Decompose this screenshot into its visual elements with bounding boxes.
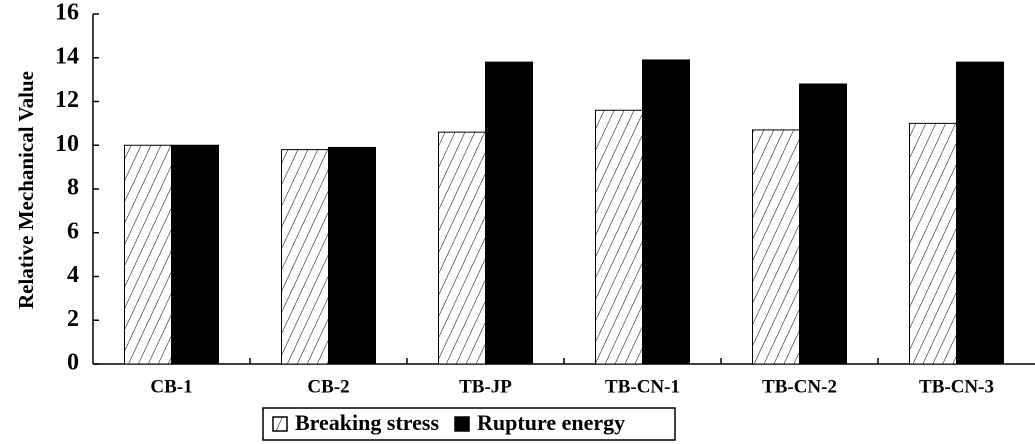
bar	[909, 122, 957, 365]
y-tick-label: 14	[55, 43, 79, 69]
x-tick-label: TB-CN-1	[605, 376, 680, 397]
y-tick-label: 10	[55, 131, 79, 157]
bar	[124, 144, 172, 365]
y-tick-label: 8	[67, 175, 79, 201]
bar	[328, 146, 376, 365]
y-tick-label: 12	[55, 87, 79, 113]
legend-swatch	[272, 416, 288, 432]
bar	[799, 83, 847, 365]
y-axis-label: Relative Mechanical Value	[14, 71, 38, 309]
legend-swatch	[454, 416, 470, 432]
bar	[642, 59, 690, 365]
bar	[438, 131, 486, 365]
x-tick-label: CB-2	[307, 376, 349, 397]
y-tick-label: 16	[55, 0, 79, 26]
y-tick-label: 6	[67, 218, 79, 244]
x-tick-label: TB-CN-2	[762, 376, 837, 397]
bar	[485, 61, 533, 365]
bar	[171, 144, 219, 365]
legend-label: Breaking stress	[295, 410, 439, 435]
bar	[752, 129, 800, 365]
y-tick-label: 0	[67, 350, 79, 376]
x-tick-label: CB-1	[150, 376, 192, 397]
legend-label: Rupture energy	[477, 410, 625, 435]
bar	[281, 149, 329, 365]
y-tick-label: 4	[67, 262, 79, 288]
x-tick-label: TB-CN-3	[919, 376, 994, 397]
y-tick-label: 2	[67, 306, 79, 332]
x-tick-label: TB-JP	[459, 376, 512, 397]
bar	[956, 61, 1004, 365]
bar	[595, 109, 643, 365]
